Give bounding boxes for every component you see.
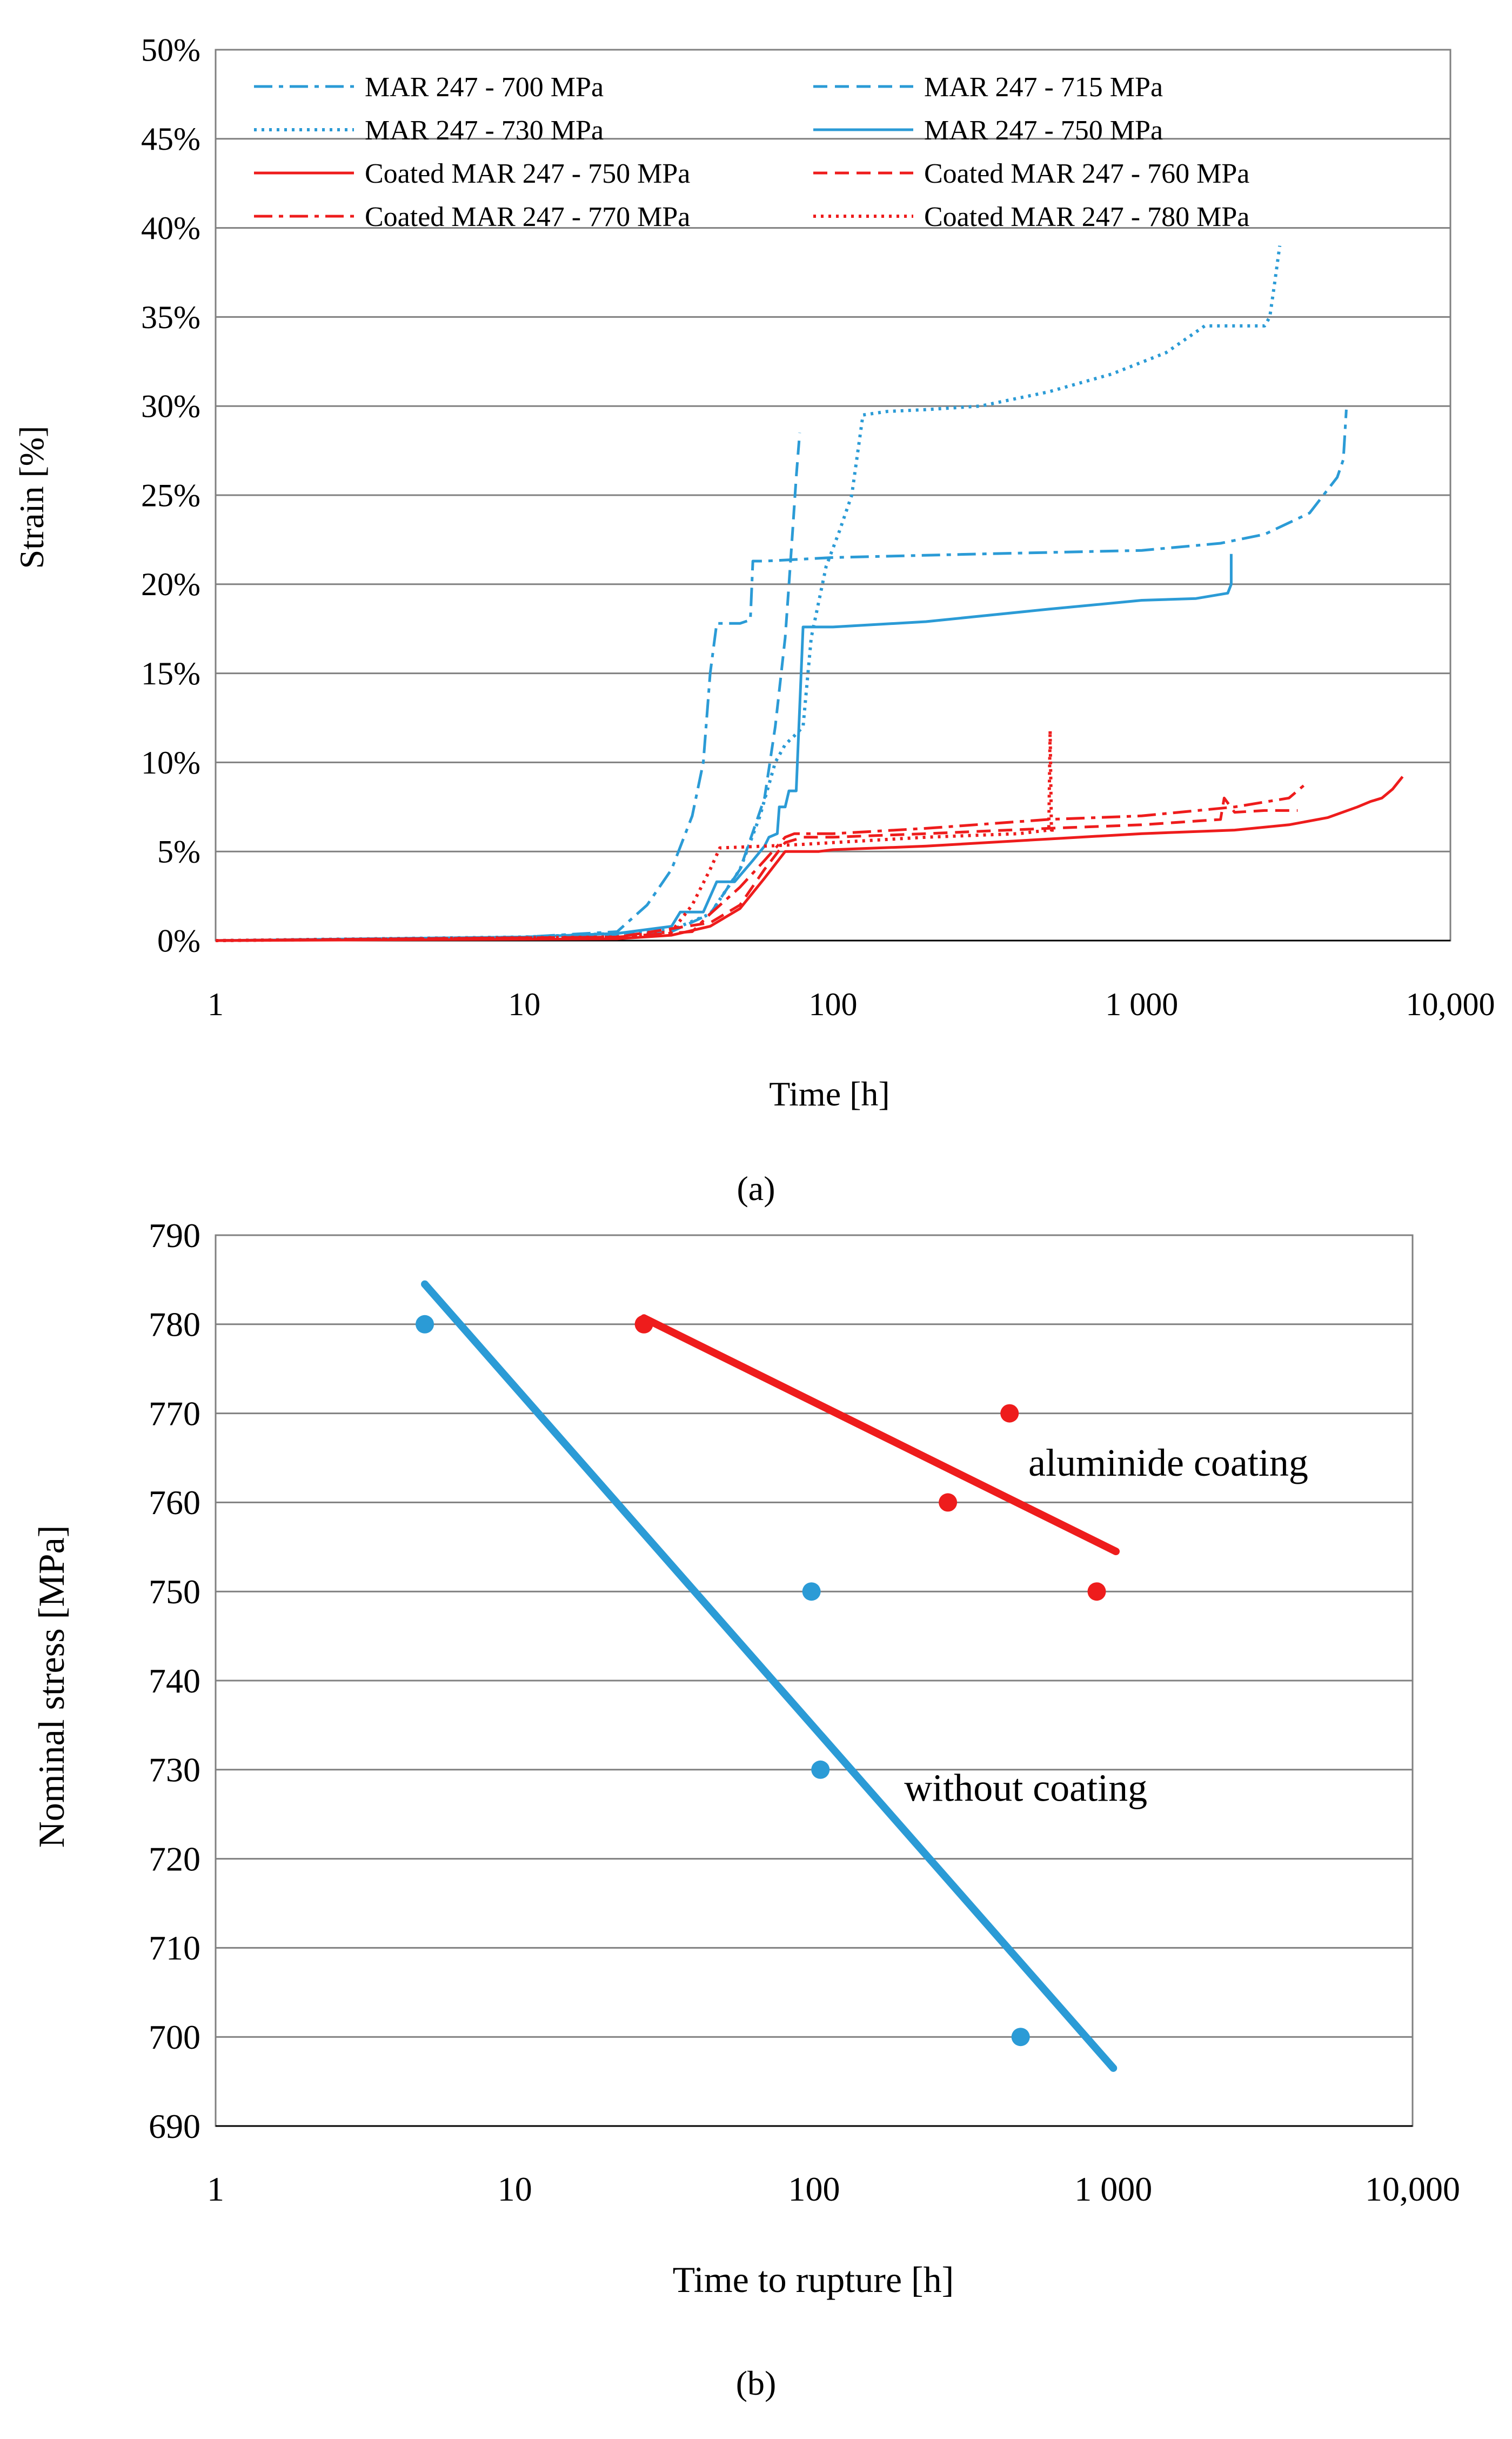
y-tick-label: 15% [141,656,200,691]
legend-entry: Coated MAR 247 - 760 MPa [924,158,1249,189]
x-tick-label: 1 000 [1105,987,1178,1022]
data-point [802,1582,821,1601]
y-tick-label: 710 [149,1929,200,1967]
series-line-3 [215,245,1282,942]
data-point [811,1760,830,1779]
trendline-2 [640,1314,1120,1556]
series-line-2 [215,432,801,942]
strain-time-chart: 0% 5% 10% 15% 20% 25% 30% 35% 40% 45% 50% 1 10 100 1 … [12,32,1495,1208]
y-tick-label: 760 [149,1483,200,1522]
series-line-7 [215,783,1307,942]
data-point [1087,1582,1106,1601]
annotation-label: aluminide coating [1028,1441,1308,1484]
y-tick-labels-b: 690 700 710 720 730 740 750 760 770 780 790 [149,1216,200,2145]
y-axis-label-a: Strain [%] [12,426,51,569]
legend-entry: MAR 247 - 700 MPa [365,72,604,103]
y-tick-label: 40% [141,210,200,246]
y-tick-label: 720 [149,1840,200,1878]
y-tick-label: 740 [149,1662,200,1700]
x-tick-labels-a: 1 10 100 1 000 10,000 [208,987,1495,1022]
legend-entry: MAR 247 - 750 MPa [924,115,1163,146]
x-tick-label: 1 [208,987,224,1022]
series-line-4 [215,554,1233,942]
y-tick-label: 5% [157,834,200,870]
x-tick-label: 1 000 [1074,2170,1152,2208]
x-tick-label: 10,000 [1365,2170,1460,2208]
x-tick-label: 10 [498,2170,532,2208]
y-tick-label: 35% [141,299,200,335]
y-tick-label: 690 [149,2107,200,2145]
data-point [416,1315,434,1334]
legend-entry: Coated MAR 247 - 770 MPa [365,202,690,232]
y-tick-label: 700 [149,2018,200,2056]
panel-label-b: (b) [736,2364,777,2402]
y-tick-label: 770 [149,1394,200,1432]
series-line-5 [215,776,1404,942]
y-tick-label: 25% [141,477,200,513]
legend-entry: MAR 247 - 730 MPa [365,115,604,146]
x-tick-label: 100 [788,2170,840,2208]
y-tick-label: 780 [149,1305,200,1344]
x-tick-label: 10 [508,987,540,1022]
y-tick-label: 790 [149,1216,200,1255]
x-tick-label: 10,000 [1406,987,1495,1022]
y-tick-label: 730 [149,1751,200,1789]
y-tick-label: 0% [157,923,200,958]
legend-entry: Coated MAR 247 - 780 MPa [924,202,1249,232]
y-tick-labels-a: 0% 5% 10% 15% 20% 25% 30% 35% 40% 45% 50% [141,32,200,958]
series-line-1 [215,409,1348,942]
series-line-8 [215,729,1054,942]
y-tick-label: 50% [141,32,200,68]
legend-a: MAR 247 - 700 MPa MAR 247 - 715 MPa MAR 24… [254,72,1249,232]
legend-entry: Coated MAR 247 - 750 MPa [365,158,690,189]
y-tick-label: 20% [141,567,200,602]
x-axis-label-b: Time to rupture [h] [673,2259,954,2300]
stress-rupture-chart: 690 700 710 720 730 740 750 760 770 780 790 1 10 100… [31,1216,1460,2402]
y-tick-label: 45% [141,121,200,157]
x-tick-labels-b: 1 10 100 1 000 10,000 [207,2170,1460,2208]
y-axis-label-b: Nominal stress [MPa] [31,1525,72,1848]
series-b [416,1280,1120,2072]
annotation-label: without coating [904,1766,1147,1809]
series-line-6 [215,796,1298,942]
data-point [634,1315,653,1334]
y-tick-label: 750 [149,1572,200,1611]
data-point [939,1493,958,1512]
data-point [1011,2028,1030,2047]
data-point [1000,1404,1019,1423]
series-a [215,245,1404,942]
x-tick-label: 100 [809,987,858,1022]
panel-label-a: (a) [737,1169,775,1208]
annotations-b: aluminide coating without coating [904,1441,1308,1810]
x-tick-label: 1 [207,2170,224,2208]
y-tick-label: 10% [141,745,200,781]
y-tick-label: 30% [141,389,200,424]
trendline-1 [421,1280,1118,2072]
legend-entry: MAR 247 - 715 MPa [924,72,1163,103]
x-axis-label-a: Time [h] [769,1075,889,1113]
